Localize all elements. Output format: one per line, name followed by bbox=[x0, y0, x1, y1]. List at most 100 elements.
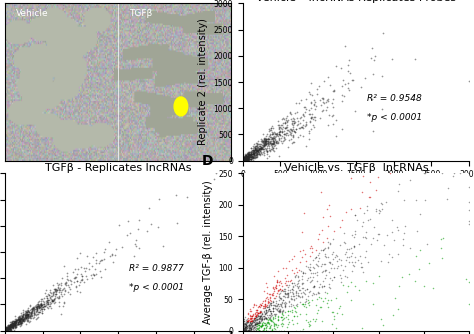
Point bbox=[394, 251, 401, 257]
Point bbox=[332, 296, 339, 301]
Point bbox=[253, 152, 260, 157]
Point bbox=[39, 298, 46, 303]
Point bbox=[272, 306, 280, 312]
Point bbox=[305, 290, 312, 295]
Point bbox=[242, 153, 250, 158]
Point bbox=[268, 312, 276, 317]
Point bbox=[266, 147, 274, 152]
Point bbox=[12, 323, 19, 329]
Point bbox=[262, 142, 269, 147]
Point bbox=[252, 153, 259, 158]
Point bbox=[264, 318, 272, 323]
Point bbox=[10, 323, 18, 328]
Point bbox=[291, 121, 298, 126]
Point bbox=[380, 322, 387, 328]
Point bbox=[34, 303, 41, 308]
Point bbox=[336, 257, 343, 262]
Point bbox=[239, 156, 247, 161]
Point bbox=[302, 121, 310, 127]
Point bbox=[308, 115, 316, 120]
Point bbox=[33, 305, 41, 310]
Point bbox=[281, 121, 288, 126]
Point bbox=[282, 125, 290, 130]
Point bbox=[91, 266, 99, 272]
Point bbox=[9, 323, 16, 329]
Point bbox=[4, 327, 12, 332]
Point bbox=[276, 309, 283, 314]
Point bbox=[10, 322, 18, 327]
Point bbox=[273, 133, 281, 138]
Point bbox=[245, 323, 253, 329]
Point bbox=[19, 309, 27, 315]
Point bbox=[252, 145, 260, 151]
Point bbox=[246, 328, 254, 333]
Point bbox=[6, 325, 14, 330]
Point bbox=[262, 147, 269, 153]
Point bbox=[36, 303, 44, 308]
Point bbox=[241, 156, 249, 162]
Point bbox=[11, 320, 19, 326]
Point bbox=[265, 321, 273, 326]
Point bbox=[267, 128, 275, 133]
Point bbox=[242, 156, 249, 162]
Point bbox=[21, 314, 28, 319]
Point bbox=[263, 315, 270, 321]
Point bbox=[309, 116, 317, 122]
Point bbox=[278, 128, 285, 134]
Point bbox=[6, 325, 14, 330]
Point bbox=[1, 325, 9, 330]
Point bbox=[251, 153, 258, 158]
Point bbox=[46, 299, 54, 304]
Point bbox=[26, 312, 34, 317]
Point bbox=[266, 324, 273, 329]
Point bbox=[242, 328, 249, 333]
Point bbox=[287, 295, 295, 300]
Point bbox=[183, 194, 191, 200]
Point bbox=[131, 241, 139, 246]
Point bbox=[366, 179, 374, 185]
Point bbox=[278, 287, 285, 292]
Point bbox=[437, 236, 445, 242]
Point bbox=[29, 306, 37, 311]
Point bbox=[253, 154, 260, 159]
Point bbox=[248, 156, 256, 161]
Point bbox=[65, 284, 73, 290]
Point bbox=[275, 131, 283, 137]
Point bbox=[346, 70, 354, 76]
Point bbox=[337, 280, 345, 285]
Point bbox=[255, 322, 262, 327]
Point bbox=[18, 316, 26, 322]
Point bbox=[239, 158, 247, 163]
Point bbox=[264, 298, 272, 303]
Point bbox=[267, 142, 275, 148]
Point bbox=[278, 299, 286, 305]
Point bbox=[254, 321, 262, 326]
Point bbox=[270, 319, 277, 324]
Point bbox=[3, 325, 11, 330]
Point bbox=[276, 302, 283, 307]
Point bbox=[23, 313, 30, 319]
Point bbox=[247, 316, 255, 321]
Point bbox=[251, 324, 259, 330]
Point bbox=[256, 314, 264, 319]
Point bbox=[272, 285, 280, 291]
Point bbox=[24, 313, 31, 319]
Point bbox=[306, 119, 314, 124]
Point bbox=[25, 317, 32, 322]
Point bbox=[19, 316, 27, 321]
Point bbox=[268, 142, 275, 147]
Point bbox=[75, 283, 83, 288]
Point bbox=[359, 270, 367, 275]
Point bbox=[253, 317, 260, 323]
Point bbox=[292, 308, 299, 314]
Point bbox=[301, 287, 309, 292]
Point bbox=[256, 302, 264, 307]
Point bbox=[246, 153, 254, 159]
Point bbox=[264, 140, 272, 145]
Point bbox=[261, 311, 269, 317]
Point bbox=[245, 151, 252, 157]
Point bbox=[2, 328, 9, 333]
Point bbox=[332, 117, 339, 123]
Point bbox=[6, 320, 14, 325]
Point bbox=[19, 311, 27, 316]
